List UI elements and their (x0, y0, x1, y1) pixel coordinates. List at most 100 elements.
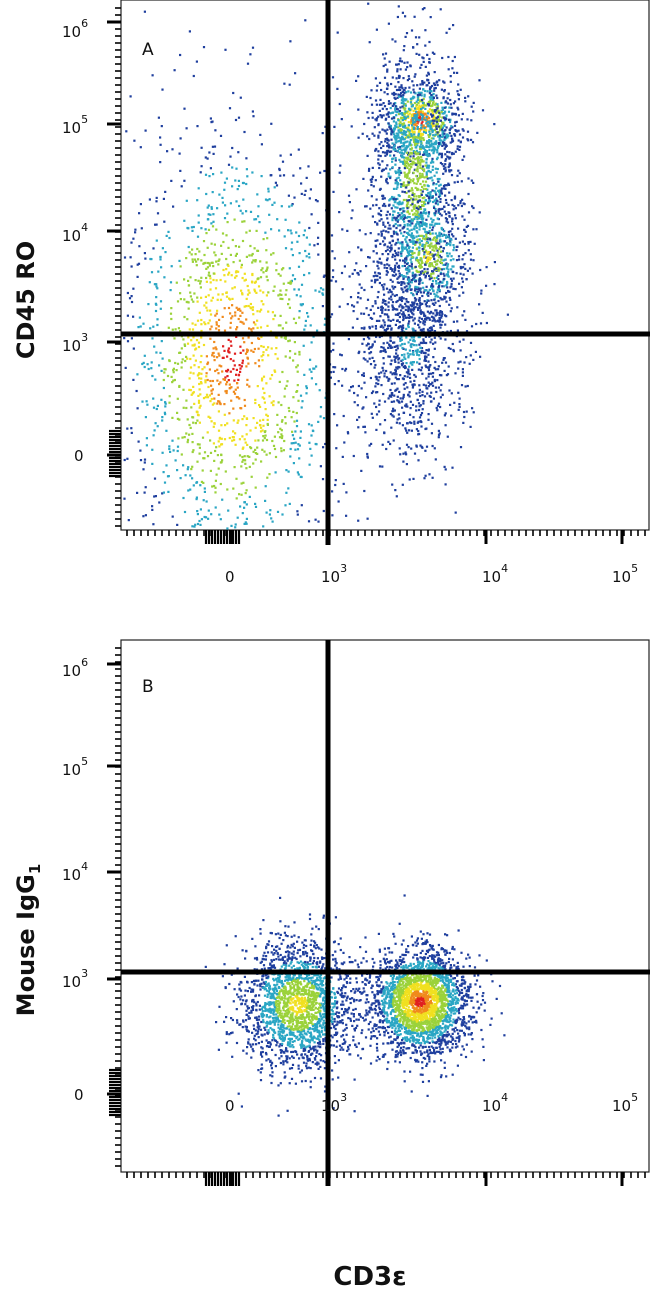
event-dot (378, 207, 381, 210)
event-dot (298, 252, 301, 255)
event-dot (236, 386, 239, 389)
event-dot (431, 280, 435, 283)
event-dot (399, 217, 402, 220)
event-dot (319, 287, 323, 290)
event-dot (216, 356, 219, 359)
event-dot (413, 344, 416, 347)
event-dot (411, 199, 414, 202)
event-dot (382, 53, 385, 56)
event-dot (143, 354, 146, 357)
event-dot (342, 414, 345, 418)
event-dot (378, 376, 381, 379)
event-dot (439, 405, 442, 409)
event-dot (250, 447, 253, 450)
event-dot (432, 152, 435, 155)
event-dot (199, 404, 202, 407)
event-dot (242, 181, 245, 185)
event-dot (430, 284, 433, 287)
event-dot (145, 437, 148, 440)
event-dot (430, 383, 433, 386)
event-dot (380, 324, 383, 327)
event-dot (182, 406, 185, 409)
event-dot (388, 150, 391, 154)
event-dot (423, 116, 426, 119)
event-dot (407, 151, 410, 154)
event-dot (450, 125, 453, 128)
event-dot (493, 261, 496, 264)
event-dot (410, 281, 413, 284)
event-dot (417, 157, 420, 160)
event-dot (431, 375, 434, 378)
event-dot (433, 71, 436, 74)
event-dot (277, 401, 280, 404)
event-dot (379, 325, 382, 328)
event-dot (239, 505, 242, 508)
event-dot (383, 293, 386, 296)
event-dot (366, 336, 370, 339)
event-dot (435, 187, 438, 190)
event-dot (200, 276, 203, 279)
event-dot (400, 101, 403, 105)
event-dot (161, 492, 164, 495)
event-dot (201, 436, 205, 439)
event-dot (377, 372, 381, 375)
event-dot (395, 495, 398, 498)
event-dot (216, 207, 219, 210)
event-dot (410, 291, 413, 295)
event-dot (387, 355, 390, 358)
event-dot (162, 491, 165, 494)
event-dot (260, 426, 263, 429)
event-dot (412, 218, 415, 221)
event-dot (176, 300, 180, 303)
event-dot (438, 79, 441, 82)
event-dot (392, 187, 396, 190)
event-dot (262, 291, 265, 294)
event-dot (415, 163, 418, 166)
event-dot (439, 261, 442, 264)
event-dot (257, 359, 260, 362)
event-dot (423, 95, 426, 98)
event-dot (206, 431, 209, 434)
event-dot (411, 222, 414, 225)
event-dot (434, 167, 437, 170)
event-dot (303, 193, 306, 196)
event-dot (438, 189, 441, 192)
event-dot (374, 363, 377, 367)
event-dot (435, 254, 439, 257)
event-dot (397, 113, 401, 116)
event-dot (442, 277, 445, 281)
event-dot (343, 265, 346, 268)
event-dot (223, 188, 226, 191)
event-dot (238, 493, 241, 496)
event-dot (372, 312, 376, 315)
event-dot (400, 309, 403, 312)
event-dot (426, 392, 429, 395)
event-dot (396, 186, 399, 189)
event-dot (397, 400, 400, 403)
event-dot (386, 313, 389, 316)
event-dot (217, 440, 220, 443)
event-dot (381, 311, 384, 314)
event-dot (241, 455, 244, 459)
event-dot (394, 268, 397, 272)
event-dot (186, 438, 190, 441)
event-dot (443, 132, 446, 135)
event-dot (357, 291, 360, 295)
event-dot (248, 495, 251, 498)
event-dot (191, 465, 194, 468)
event-dot (420, 167, 424, 170)
event-dot (215, 348, 218, 351)
event-dot (416, 353, 419, 356)
event-dot (218, 436, 222, 439)
event-dot (240, 266, 243, 269)
event-dot (423, 351, 426, 354)
event-dot (143, 252, 146, 255)
event-dot (235, 373, 238, 376)
event-dot (409, 258, 412, 261)
event-dot (394, 141, 397, 144)
event-dot (452, 277, 455, 280)
event-dot (256, 452, 259, 455)
event-dot (357, 384, 360, 388)
event-dot (234, 254, 237, 257)
event-dot (301, 400, 304, 403)
